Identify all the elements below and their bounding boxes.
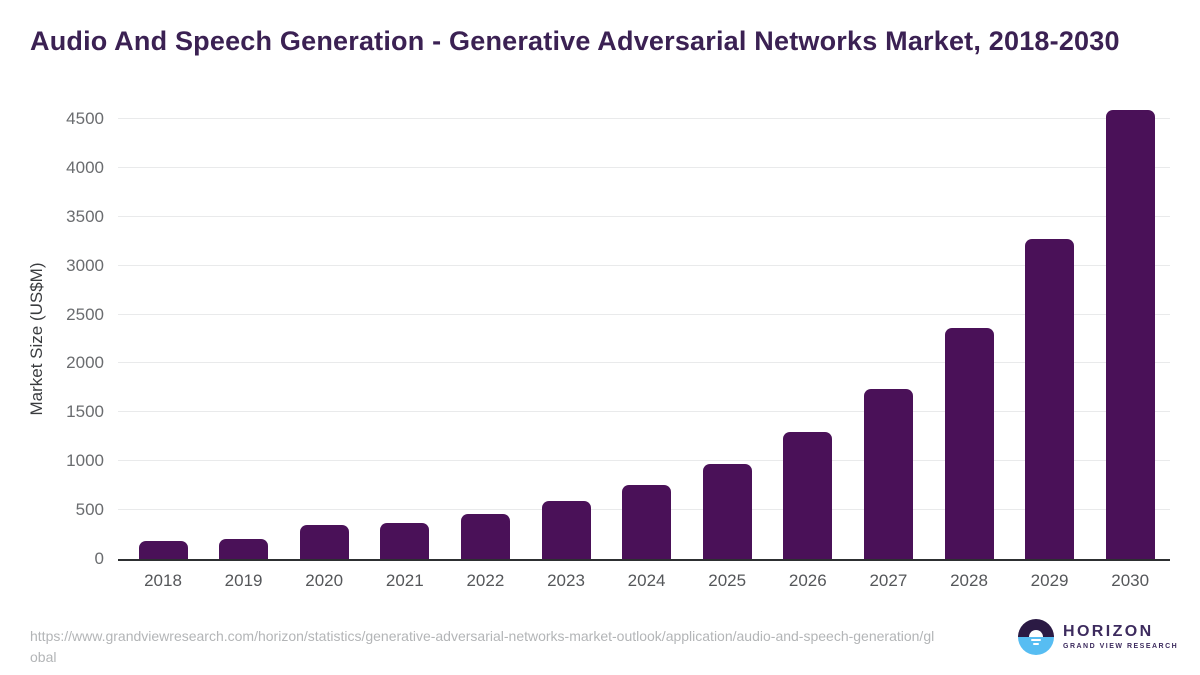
gridline xyxy=(118,118,1170,119)
gridline xyxy=(118,362,1170,364)
y-axis-tick-label: 3500 xyxy=(66,206,104,226)
gridline xyxy=(118,264,1170,266)
logo-sky-half xyxy=(1018,619,1054,637)
bar-2029 xyxy=(1025,238,1075,559)
bar-2019 xyxy=(219,539,269,559)
x-axis-tick-label: 2030 xyxy=(1111,571,1150,590)
gridline xyxy=(118,460,1170,462)
page-title: Audio And Speech Generation - Generative… xyxy=(30,26,1120,56)
logo-water-half xyxy=(1018,637,1054,655)
x-axis-tick-label: 2020 xyxy=(305,571,344,590)
x-axis-tick-label: 2027 xyxy=(869,571,908,590)
gridline xyxy=(118,215,1170,217)
bar-2023 xyxy=(541,501,591,559)
x-axis-tick-label: 2025 xyxy=(708,571,747,590)
y-axis-title: Market Size (US$M) xyxy=(27,262,46,416)
bar-2030 xyxy=(1105,109,1155,559)
sun-reflection-dash xyxy=(1031,639,1041,641)
y-axis-tick-label: 4000 xyxy=(66,157,104,177)
bar-2027 xyxy=(863,388,913,559)
horizon-logo-icon xyxy=(1018,619,1054,655)
x-axis-tick-label: 2024 xyxy=(627,571,666,590)
x-axis-tick-label: 2023 xyxy=(547,571,585,590)
y-axis-tick-label: 4500 xyxy=(66,109,104,128)
y-axis-tick-label: 2000 xyxy=(66,353,104,373)
sun-reflection-dash xyxy=(1033,643,1039,645)
x-axis-tick-label: 2019 xyxy=(224,571,263,590)
source-url: https://www.grandviewresearch.com/horizo… xyxy=(30,628,935,665)
y-axis-tick-label: 500 xyxy=(75,500,104,520)
bar-2018 xyxy=(138,541,188,559)
bar-2026 xyxy=(783,431,833,559)
x-axis-tick-label: 2022 xyxy=(466,571,505,590)
x-axis-tick-label: 2026 xyxy=(788,571,827,590)
y-axis-tick-label: 1000 xyxy=(66,451,104,471)
gridline xyxy=(118,411,1170,413)
sun-icon xyxy=(1029,630,1043,637)
gridline xyxy=(118,166,1170,168)
y-axis-tick-label: 1500 xyxy=(66,402,104,422)
y-axis-tick-label: 3000 xyxy=(66,255,104,275)
bar-2025 xyxy=(702,464,752,559)
x-axis-tick-label: 2029 xyxy=(1030,571,1069,590)
logo-subtitle: GRAND VIEW RESEARCH xyxy=(1063,643,1179,650)
bar-2028 xyxy=(944,328,994,559)
horizon-logo: HORIZON GRAND VIEW RESEARCH xyxy=(1018,619,1178,655)
logo-name: HORIZON xyxy=(1063,623,1154,640)
plot-area: 0 500 1000 1500 2000 2500 3000 3500 4000 4500 2018… xyxy=(66,109,1170,590)
x-axis-tick-label: 2018 xyxy=(144,571,182,590)
logo-text: HORIZON GRAND VIEW RESEARCH xyxy=(1063,623,1179,651)
bar-2021 xyxy=(380,522,430,559)
y-axis-tick-label: 0 xyxy=(94,549,104,568)
y-axis-tick-label: 2500 xyxy=(66,304,104,324)
x-axis-tick-label: 2021 xyxy=(385,571,424,590)
bar-2020 xyxy=(299,525,349,559)
gridline xyxy=(118,313,1170,315)
x-axis-tick-label: 2028 xyxy=(950,571,988,590)
bar-2022 xyxy=(460,513,510,559)
bar-2024 xyxy=(622,485,672,559)
